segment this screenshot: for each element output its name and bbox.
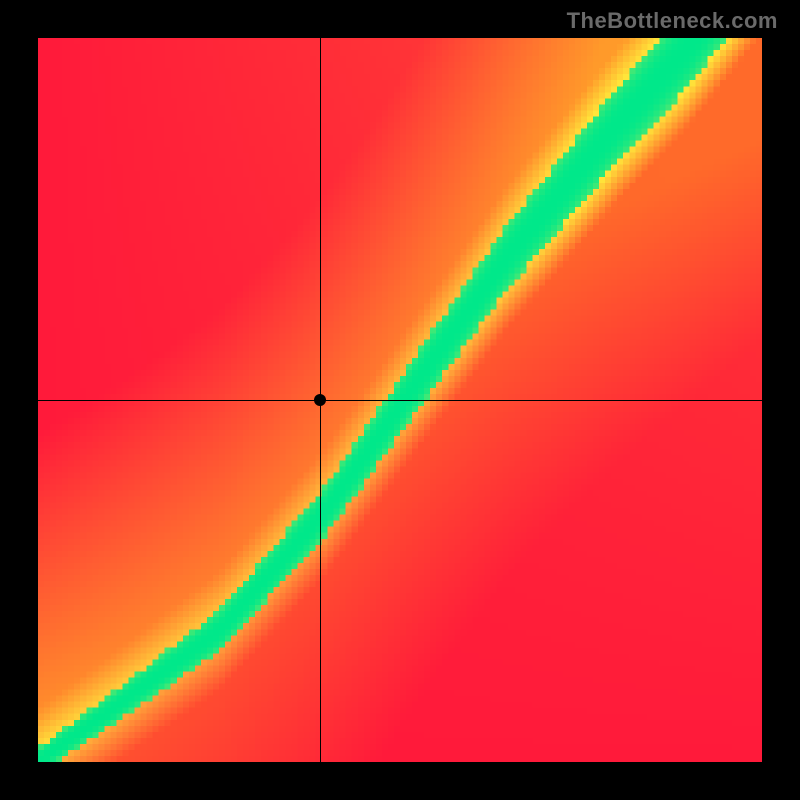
crosshair-horizontal bbox=[38, 400, 762, 401]
watermark-text: TheBottleneck.com bbox=[567, 8, 778, 34]
crosshair-marker bbox=[314, 394, 326, 406]
